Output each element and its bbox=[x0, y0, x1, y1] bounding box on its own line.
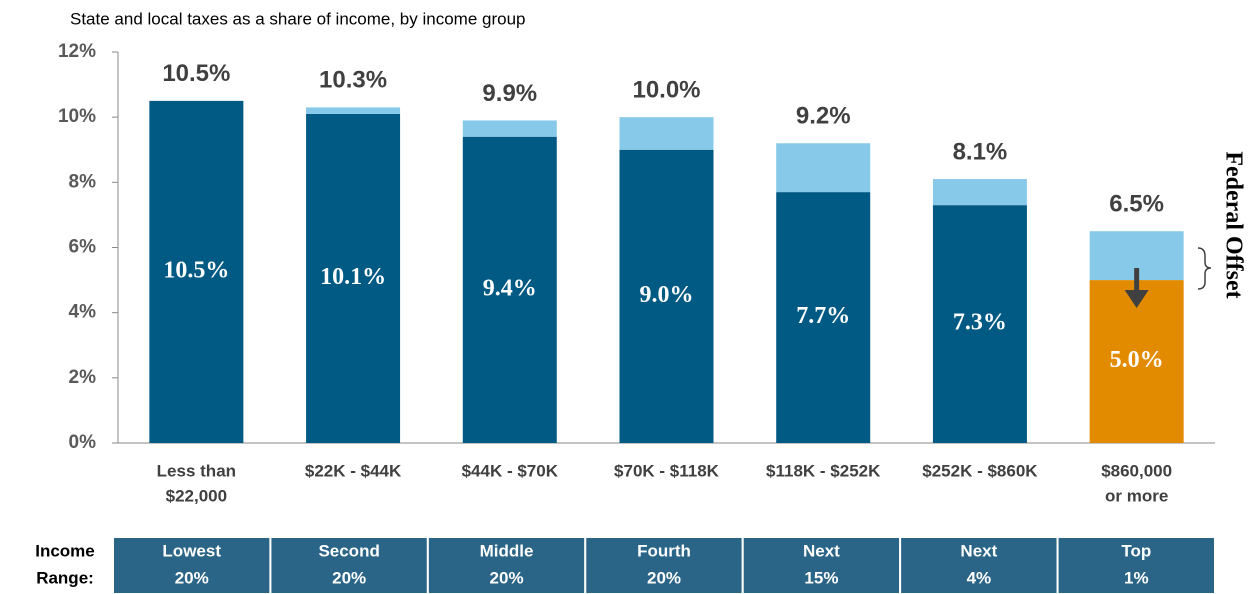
income-group: Top bbox=[1121, 541, 1151, 560]
x-tick-label: $860,000 bbox=[1101, 461, 1172, 480]
bar-segment bbox=[462, 120, 557, 137]
income-group: Second bbox=[318, 541, 379, 560]
x-tick-label: $22,000 bbox=[166, 486, 227, 505]
y-tick-label: 8% bbox=[69, 171, 97, 192]
x-tick-label: $252K - $860K bbox=[922, 461, 1038, 480]
bar-segment bbox=[462, 136, 557, 443]
y-tick-label: 0% bbox=[69, 432, 97, 453]
income-group: 1% bbox=[1124, 568, 1149, 587]
income-group: Middle bbox=[480, 541, 534, 560]
y-tick-label: 6% bbox=[69, 237, 97, 258]
chart-title: State and local taxes as a share of inco… bbox=[70, 9, 525, 28]
x-tick-label: $118K - $252K bbox=[766, 461, 881, 480]
bar-segment bbox=[932, 179, 1027, 206]
income-group: Next bbox=[960, 541, 997, 560]
total-label: 6.5% bbox=[1109, 191, 1164, 218]
x-tick-label: $44K - $70K bbox=[462, 461, 559, 480]
income-group: 20% bbox=[647, 568, 681, 587]
income-group: 20% bbox=[490, 568, 524, 587]
income-group: 20% bbox=[175, 568, 209, 587]
income-group: 20% bbox=[332, 568, 366, 587]
arrow-head bbox=[1124, 290, 1149, 308]
bar-segment bbox=[619, 149, 714, 443]
bar-segment bbox=[776, 143, 871, 193]
total-label: 10.0% bbox=[632, 77, 700, 104]
y-tick-label: 12% bbox=[58, 41, 96, 62]
table-header: Income bbox=[35, 541, 95, 560]
x-tick-label: $22K - $44K bbox=[305, 461, 402, 480]
x-tick-label: Less than bbox=[157, 461, 236, 480]
bar-segment bbox=[932, 205, 1027, 443]
y-tick-label: 4% bbox=[69, 302, 97, 323]
y-tick-label: 10% bbox=[58, 106, 96, 127]
total-label: 8.1% bbox=[953, 138, 1008, 165]
table-cell bbox=[112, 536, 272, 594]
x-tick-label: or more bbox=[1105, 486, 1168, 505]
bracket bbox=[1197, 247, 1212, 290]
table-header: Range: bbox=[36, 568, 94, 587]
total-label: 9.2% bbox=[796, 103, 851, 130]
income-group: 4% bbox=[967, 568, 992, 587]
y-tick-label: 2% bbox=[69, 367, 97, 388]
bar-label: 9.0% bbox=[640, 282, 694, 308]
bar-label: 10.5% bbox=[163, 257, 229, 283]
income-group: 15% bbox=[804, 568, 838, 587]
table-cell bbox=[741, 536, 902, 594]
income-group: Lowest bbox=[162, 541, 221, 560]
offset-label: Federal Offset bbox=[1220, 151, 1246, 298]
table-cell bbox=[269, 536, 429, 594]
bar-label: 5.0% bbox=[1110, 347, 1164, 373]
total-label: 9.9% bbox=[482, 80, 537, 107]
bar-segment bbox=[776, 192, 871, 443]
income-group: Next bbox=[803, 541, 840, 560]
bar-label: 10.1% bbox=[320, 264, 386, 290]
bar-segment bbox=[149, 100, 244, 443]
bar-segment bbox=[619, 117, 714, 150]
bar-segment bbox=[306, 107, 401, 114]
total-label: 10.5% bbox=[162, 60, 230, 87]
bar-segment bbox=[306, 113, 401, 444]
table-cell bbox=[1056, 536, 1216, 594]
bar-label: 7.3% bbox=[953, 310, 1007, 336]
bar-label: 7.7% bbox=[796, 303, 850, 329]
total-label: 10.3% bbox=[319, 67, 387, 94]
income-group: Fourth bbox=[637, 541, 691, 560]
bar-label: 9.4% bbox=[483, 275, 537, 301]
x-tick-label: $70K - $118K bbox=[614, 461, 720, 480]
